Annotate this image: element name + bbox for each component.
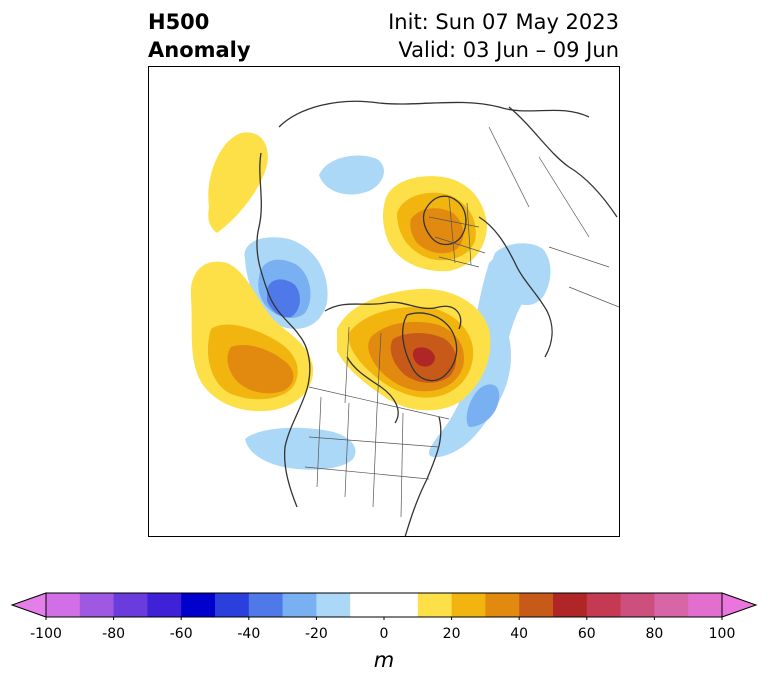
boundary-europe-grid: [428, 196, 486, 268]
neg-anomaly-atlantic-core: [466, 384, 500, 427]
colorbar-segment: [248, 593, 284, 617]
boundary-us-states-1: [316, 396, 322, 488]
colorbar-segment: [654, 593, 689, 617]
boundary-russia-1: [488, 126, 530, 208]
anomaly-map: [190, 100, 619, 536]
colorbar-segment: [553, 593, 588, 617]
coastline-europe: [478, 216, 553, 358]
valid-period: Valid: 03 Jun – 09 Jun: [398, 38, 619, 62]
colorbar-segment: [181, 593, 216, 617]
colorbar-segment: [79, 593, 115, 617]
colorbar-svg: [10, 592, 758, 621]
colorbar-tick-label: 60: [577, 626, 596, 642]
coastline-canada-arctic: [324, 301, 462, 330]
field-title: Anomaly: [148, 38, 251, 62]
boundary-asia-1: [548, 246, 610, 268]
boundary-asia-2: [568, 286, 619, 308]
colorbar-tick-label: -20: [304, 626, 328, 642]
colorbar-segment: [147, 593, 182, 617]
coastline-scandinavia: [422, 195, 467, 246]
coastline-north-america-west: [283, 334, 311, 508]
colorbar-segment: [451, 593, 486, 617]
pos-anomaly-west-arc: [208, 132, 268, 233]
colorbar-segment: [688, 593, 723, 617]
coastlines: [256, 100, 618, 536]
boundary-canada-provinces-1: [344, 326, 350, 404]
colorbar-segment: [113, 593, 148, 617]
variable-title: H500: [148, 10, 210, 34]
coastline-greenland: [401, 312, 458, 382]
coastline-siberia-north: [278, 100, 590, 128]
colorbar-segment: [316, 593, 351, 617]
colorbar-tick-label: -80: [102, 626, 126, 642]
neg-anomaly-siberia: [319, 155, 384, 195]
plot-title-right: Init: Sun 07 May 2023 Valid: 03 Jun – 09…: [388, 8, 619, 64]
colorbar-segment: [586, 593, 622, 617]
neg-anomaly-west-us: [245, 427, 356, 470]
boundary-us-states-5: [308, 436, 440, 448]
pos-anomaly-greenland-50: [412, 347, 435, 367]
colorbar-segment: [350, 593, 419, 617]
plot-title-left: H500 Anomaly: [148, 8, 251, 64]
colorbar: [10, 590, 758, 621]
colorbar-tick-label: 100: [708, 626, 736, 642]
boundary-us-states-4: [400, 412, 404, 518]
colorbar-extend-high: [721, 592, 758, 618]
colorbar-segment: [417, 593, 453, 617]
coastline-hudson: [346, 356, 399, 424]
boundary-us-canada: [308, 386, 450, 420]
colorbar-tick-label: 80: [645, 626, 664, 642]
map-panel: [148, 66, 620, 537]
pos-anomaly-pacific-30: [227, 344, 294, 394]
colorbar-segment: [215, 593, 250, 617]
init-time: Init: Sun 07 May 2023: [388, 10, 619, 34]
boundary-us-states-2: [344, 402, 350, 498]
colorbar-tick-label: 0: [379, 626, 389, 642]
boundary-russia-2: [538, 156, 590, 238]
coastline-alaska: [256, 152, 300, 336]
colorbar-extend-low: [10, 592, 47, 618]
colorbar-units: m: [373, 648, 395, 672]
boundary-us-states-6: [304, 466, 430, 480]
coastline-siberia-east: [508, 106, 618, 218]
colorbar-tick-label: -40: [237, 626, 261, 642]
colorbar-segment: [620, 593, 655, 617]
colorbar-tick-label: 20: [442, 626, 461, 642]
colorbar-segment: [46, 593, 81, 617]
colorbar-segment: [282, 593, 317, 617]
colorbar-tick-label: 40: [510, 626, 529, 642]
colorbar-tick-label: -100: [30, 626, 62, 642]
political-boundaries: [304, 126, 619, 518]
colorbar-tick-label: -60: [169, 626, 193, 642]
boundary-us-states-3: [372, 408, 378, 508]
colorbar-segment: [485, 593, 520, 617]
colorbar-segment: [519, 593, 554, 617]
positive-anomaly-contours: [190, 132, 491, 412]
boundary-canada-provinces-2: [376, 332, 382, 410]
